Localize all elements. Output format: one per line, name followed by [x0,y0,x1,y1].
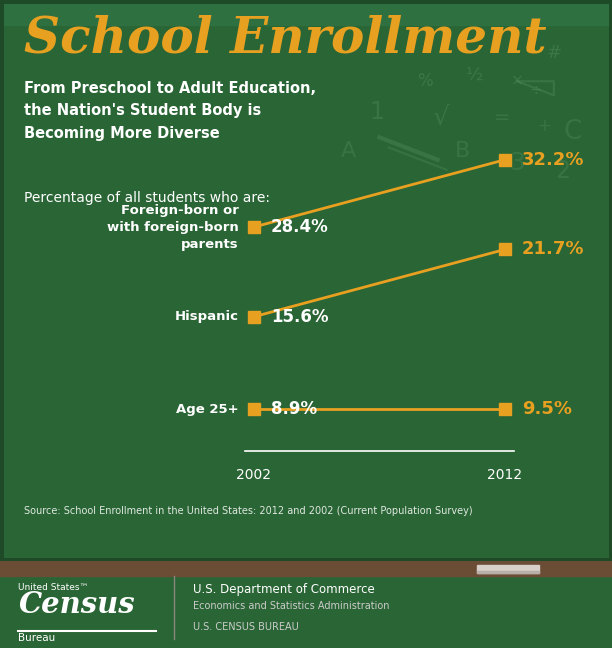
Text: Source: School Enrollment in the United States: 2012 and 2002 (Current Populatio: Source: School Enrollment in the United … [24,505,473,516]
Text: Hispanic: Hispanic [174,310,239,323]
Text: From Preschool to Adult Education,
the Nation's Student Body is
Becoming More Di: From Preschool to Adult Education, the N… [24,81,316,141]
Text: B: B [455,141,469,161]
Text: +: + [538,117,551,135]
Text: 32.2%: 32.2% [522,151,584,168]
Bar [477,571,539,573]
Text: 9.5%: 9.5% [522,400,572,418]
Text: Census: Census [18,590,135,619]
Bar [0,561,612,576]
Text: ÷: ÷ [529,82,542,97]
Bar [477,565,539,573]
Text: 8.9%: 8.9% [271,400,317,418]
Text: Foreign-born or
with foreign-born
parents: Foreign-born or with foreign-born parent… [107,203,239,251]
Text: 2: 2 [556,159,570,183]
Text: 15.6%: 15.6% [271,308,329,326]
Text: √: √ [432,105,449,131]
Text: 21.7%: 21.7% [522,240,584,259]
Text: =: = [494,108,510,127]
Text: United States™: United States™ [18,583,89,592]
Text: 2002: 2002 [236,468,272,482]
Text: U.S. CENSUS BUREAU: U.S. CENSUS BUREAU [193,622,299,632]
Text: ½: ½ [466,67,483,85]
Text: 2012: 2012 [487,468,523,482]
Text: Economics and Statistics Administration: Economics and Statistics Administration [193,601,389,611]
Text: %: % [417,73,433,90]
Text: #: # [547,44,561,62]
Text: Percentage of all students who are:: Percentage of all students who are: [24,191,271,205]
Text: Age 25+: Age 25+ [176,402,239,415]
Text: U.S. Department of Commerce: U.S. Department of Commerce [193,583,375,596]
Text: 3: 3 [509,150,525,174]
Text: School Enrollment: School Enrollment [24,14,547,63]
Text: 1: 1 [369,100,384,124]
Text: A: A [341,141,356,161]
Text: C: C [563,119,581,145]
Text: ×: × [511,74,523,89]
Bar [0,0,612,25]
Text: Bureau: Bureau [18,633,56,643]
Text: 28.4%: 28.4% [271,218,329,236]
